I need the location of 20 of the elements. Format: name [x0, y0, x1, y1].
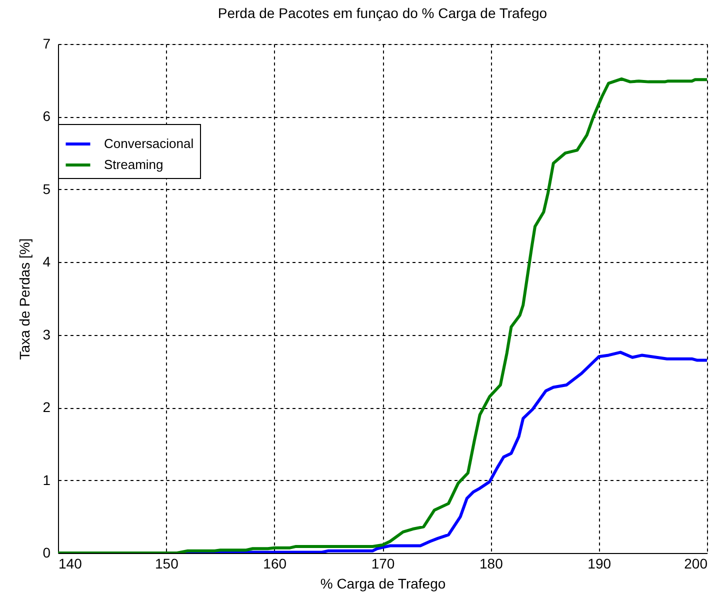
x-tick-label: 160: [263, 556, 287, 572]
x-tick-label: 140: [58, 556, 82, 572]
x-tick-label: 190: [588, 556, 612, 572]
legend-label: Conversacional: [104, 136, 194, 151]
x-tick-label: 200: [684, 556, 708, 572]
y-tick-label: 0: [42, 544, 51, 560]
y-tick-label: 4: [42, 254, 51, 270]
y-tick-label: 6: [42, 108, 51, 124]
y-tick-label: 1: [42, 472, 51, 488]
y-tick-label: 5: [42, 180, 51, 197]
x-tick-label: 170: [371, 556, 395, 572]
y-axis-title: Taxa de Perdas [%]: [16, 238, 33, 360]
x-tick-label: 180: [479, 556, 504, 572]
chart-title: Perda de Pacotes em funçao do % Carga de Trafego: [218, 5, 548, 21]
x-axis-title: % Carga de Trafego: [320, 576, 446, 592]
y-tick-label: 3: [42, 326, 51, 342]
y-tick-label: 7: [42, 36, 51, 52]
legend-label: Streaming: [104, 157, 164, 172]
x-tick-label: 150: [154, 556, 179, 572]
y-tick-label: 2: [42, 399, 51, 416]
